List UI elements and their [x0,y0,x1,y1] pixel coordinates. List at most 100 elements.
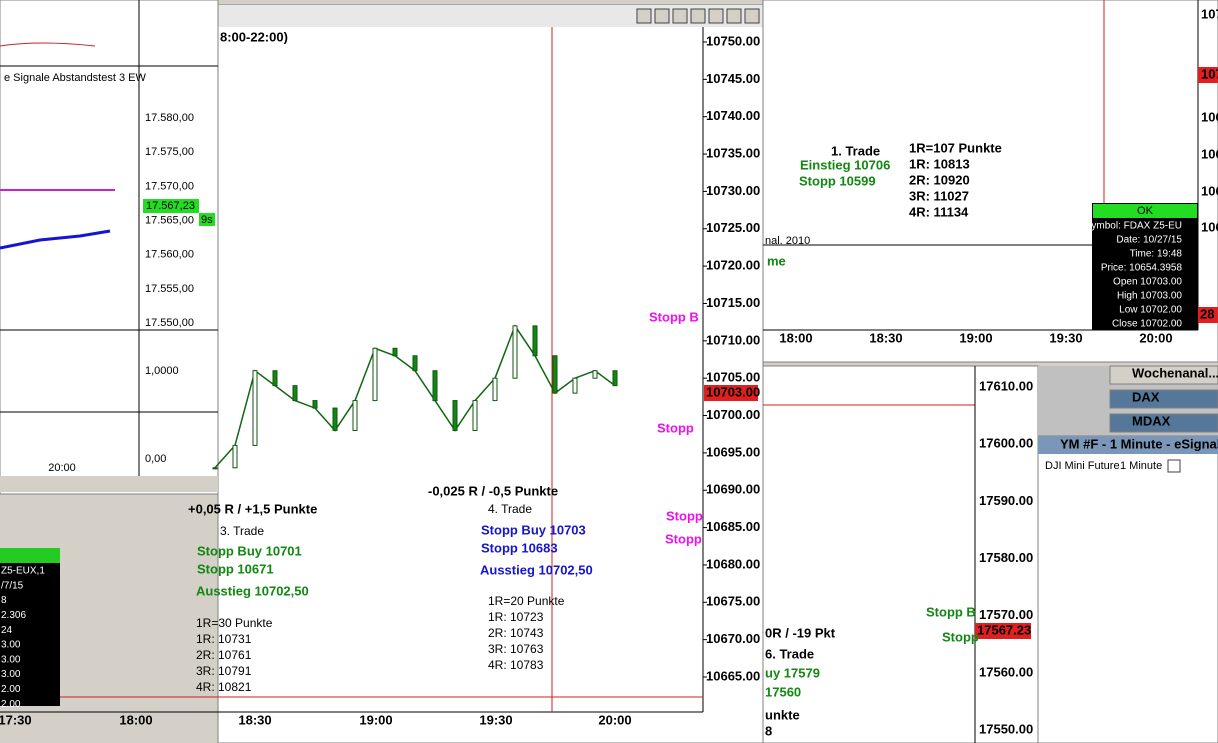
info-row: Open 10703.00 [1113,277,1182,288]
info-box [1092,203,1198,330]
price-label: 17610.00 [979,378,1033,393]
info-row: Time: 19:48 [1130,249,1183,260]
price-label: 17580.00 [979,550,1033,565]
tab-label: DAX [1132,389,1160,404]
indicator-label: e Signale Abstandstest 3 EW [4,72,146,84]
tab[interactable] [1109,389,1218,409]
volume-label: me [767,253,786,268]
trade-note: 6. Trade [765,646,814,661]
trade-entry: Einstieg 10706 [800,157,890,172]
candle [272,370,278,387]
current-price: 17.567,23 [146,200,195,212]
info-row: Low 10702.00 [1119,305,1182,316]
candle [372,347,378,402]
candle [472,400,478,431]
price-tick-label: 10680.00 [706,556,760,571]
price-tick-label: 10700.00 [706,407,760,422]
price-tag-label: 28 [1200,306,1214,321]
panel-label: nal. 2010 [765,235,810,247]
stop-label: Stopp B [649,309,699,324]
candle [552,355,558,394]
candle [292,385,298,402]
r-level: 2R: 10761 [196,648,252,662]
data-row: 3.00 [1,669,21,680]
timer: 9s [201,214,213,226]
candle [592,370,598,379]
price-label: 17.550,00 [145,317,194,329]
interval-dropdown[interactable] [1167,459,1181,473]
trade-result: +0,05 R / +1,5 Punkte [188,501,317,516]
price-tag [1198,307,1218,323]
price-label: 107 [1201,66,1218,81]
price-tick-label: 10720.00 [706,258,760,273]
stop-label: Stopp B [926,604,976,619]
data-row: 3.00 [1,640,21,651]
osc-label: 0,00 [145,453,166,465]
price-label: 107 [1201,6,1218,21]
tab-label: Wochenanal... [1132,365,1218,380]
timer-tag [199,213,215,226]
trade-title: 4. Trade [488,502,532,516]
price-tick-label: 10710.00 [706,332,760,347]
stop-label: Stopp [657,420,694,435]
time-label: 18:00 [119,712,152,727]
data-row: 3.00 [1,654,21,665]
r-level: 3R: 10763 [488,642,544,656]
candle [232,444,238,469]
candle [412,355,418,372]
r-level: 2R: 10920 [909,172,970,187]
trade-exit: Ausstieg 10702,50 [480,562,593,577]
candle [392,347,398,357]
tab[interactable] [1109,413,1218,433]
window-buttons[interactable] [636,8,760,24]
price-tick-label: 10740.00 [706,108,760,123]
price-tick-label: 10725.00 [706,220,760,235]
ok-label: OK [1137,205,1154,217]
stop-label: Stopp [942,629,979,644]
scrollbar[interactable] [0,476,218,492]
r-level: 1R: 10731 [196,632,252,646]
time-label: 19:30 [1049,330,1082,345]
main-window [217,4,764,743]
price-tick-label: 10745.00 [706,71,760,86]
trade-stop: Stopp 10599 [799,173,876,188]
trade-note: 8 [765,723,772,738]
price-label: 106 [1201,183,1218,198]
price-tick-label: 10670.00 [706,631,760,646]
price-tick-label: 10735.00 [706,145,760,160]
price-tag [975,623,1031,639]
trade-entry: Stopp Buy 10703 [481,522,586,537]
trade-note: uy 17579 [765,665,820,680]
data-box-header [0,548,60,563]
tab[interactable] [1109,365,1218,385]
ok-button[interactable] [1093,204,1197,218]
info-row: High 10703.00 [1117,291,1182,302]
price-label: 106 [1201,146,1218,161]
candle [312,400,318,409]
candle [252,370,258,446]
price-tag [143,199,199,213]
stop-label: Stopp [666,508,703,523]
trade-exit: Ausstieg 10702,50 [196,583,309,598]
trade-note: 17560 [765,684,801,699]
trade-note: 0R / -19 Pkt [765,625,836,640]
candle [512,325,518,379]
r-level: 3R: 11027 [909,188,969,203]
price-label: 17570.00 [979,607,1033,622]
info-row: Price: 10654.3958 [1101,263,1183,274]
data-row: Z5-EUX,1 [1,566,45,577]
price-label: 17.565,00 [145,215,194,227]
time-label: 18:00 [779,330,812,345]
current-price: 10703.00 [706,384,760,399]
price-tick-label: 10665.00 [706,668,760,683]
data-box [0,548,60,706]
tab-label: MDAX [1132,413,1171,428]
r-level: 4R: 11134 [909,204,969,219]
candle [332,407,338,431]
data-row: 24 [1,625,13,636]
time-label: 20:00 [598,712,631,727]
trade-stop: Stopp 10683 [481,540,558,555]
price-tick-label: 10750.00 [706,33,760,48]
data-row: 2.306 [1,610,26,621]
price-tick-label: 10730.00 [706,183,760,198]
